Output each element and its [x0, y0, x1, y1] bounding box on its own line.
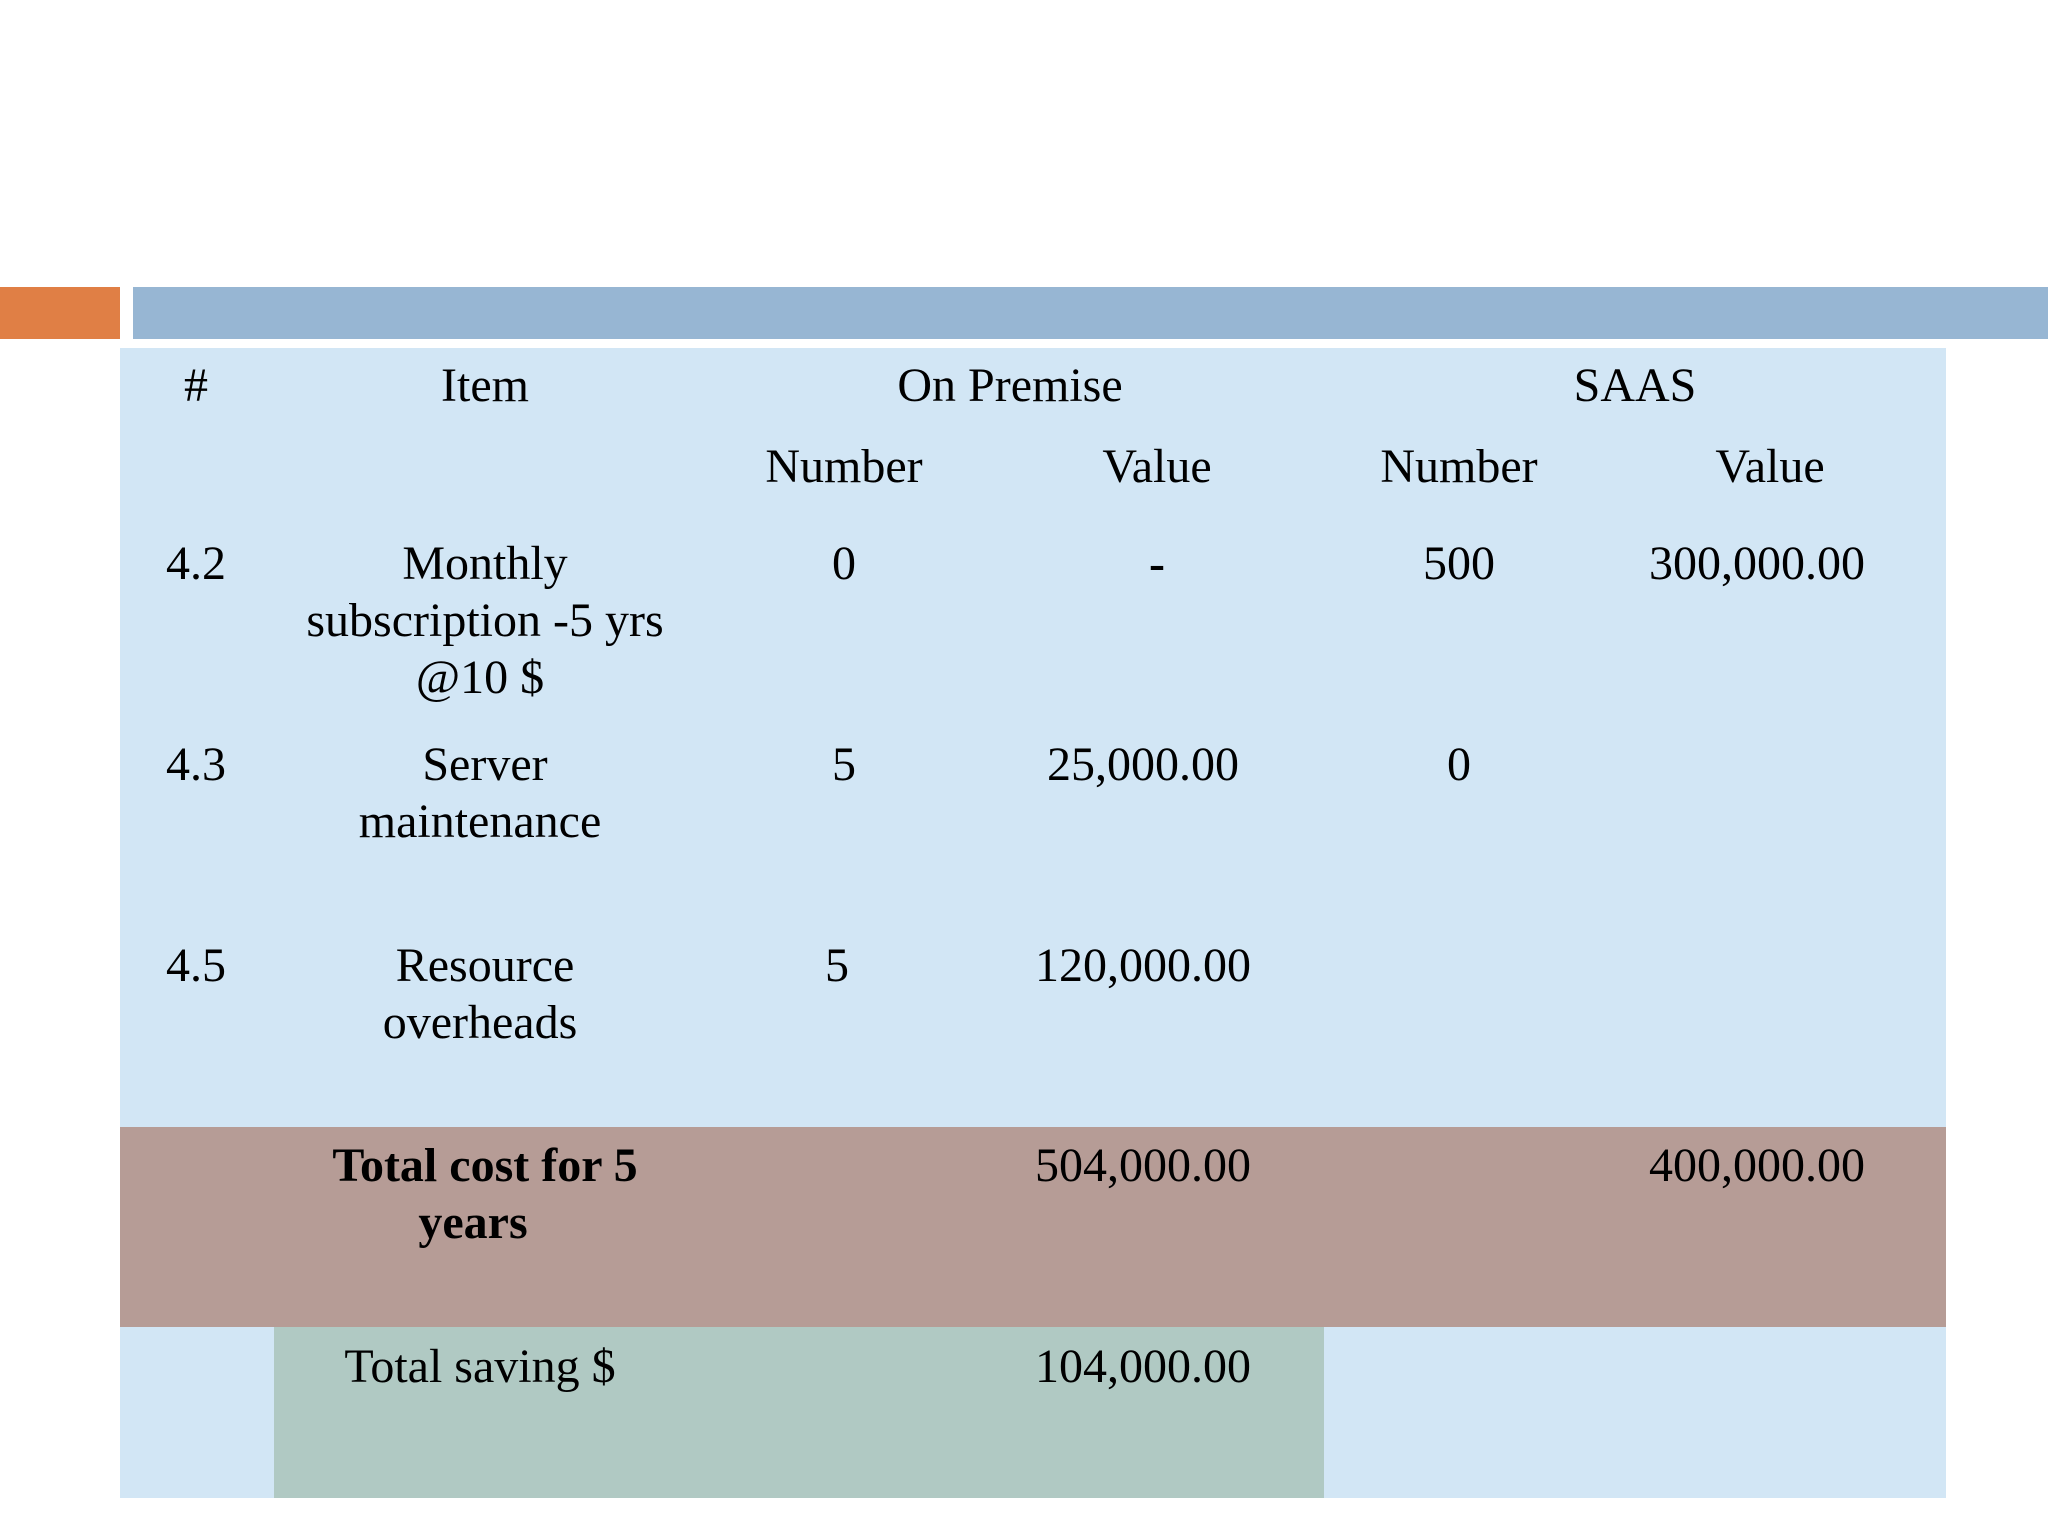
row-op-value: 25,000.00: [1047, 738, 1239, 791]
saving-value: 104,000.00: [1035, 1340, 1251, 1393]
total-cost-row: [120, 1127, 1946, 1327]
row-saas-number: 0: [1447, 738, 1471, 791]
subheader-onpremise-number: Number: [765, 440, 923, 493]
subheader-saas-value: Value: [1715, 440, 1825, 493]
accent-bar-blue: [133, 287, 2048, 339]
total-label-line: Total cost for 5: [332, 1139, 638, 1192]
header-on-premise: On Premise: [897, 359, 1123, 412]
total-saving-row: [274, 1327, 1324, 1498]
row-num: 4.5: [166, 939, 226, 992]
row-item-line: Server: [422, 738, 548, 791]
row-item-line: Monthly: [402, 537, 568, 590]
header-saas: SAAS: [1573, 359, 1697, 412]
row-item-line: subscription -5 yrs: [306, 594, 664, 647]
row-num: 4.3: [166, 738, 226, 791]
row-op-value: -: [1149, 537, 1165, 590]
row-saas-number: 500: [1423, 537, 1495, 590]
row-item-line: overheads: [382, 996, 578, 1049]
row-op-number: 5: [825, 939, 849, 992]
row-item-line: maintenance: [358, 795, 602, 848]
total-op-value: 504,000.00: [1035, 1139, 1251, 1192]
row-item-line: Resource: [395, 939, 575, 992]
subheader-onpremise-value: Value: [1102, 440, 1212, 493]
header-number-sign: #: [184, 359, 208, 412]
row-op-number: 5: [832, 738, 856, 791]
row-item-line: @10 $: [415, 651, 545, 704]
accent-bar-orange: [0, 287, 120, 339]
row-saas-value: 300,000.00: [1649, 537, 1865, 590]
total-label-line: years: [418, 1196, 528, 1249]
row-op-number: 0: [832, 537, 856, 590]
row-op-value: 120,000.00: [1035, 939, 1251, 992]
total-saas-value: 400,000.00: [1649, 1139, 1865, 1192]
saving-label: Total saving $: [344, 1340, 616, 1393]
header-item: Item: [441, 359, 529, 412]
subheader-saas-number: Number: [1380, 440, 1538, 493]
row-num: 4.2: [166, 537, 226, 590]
